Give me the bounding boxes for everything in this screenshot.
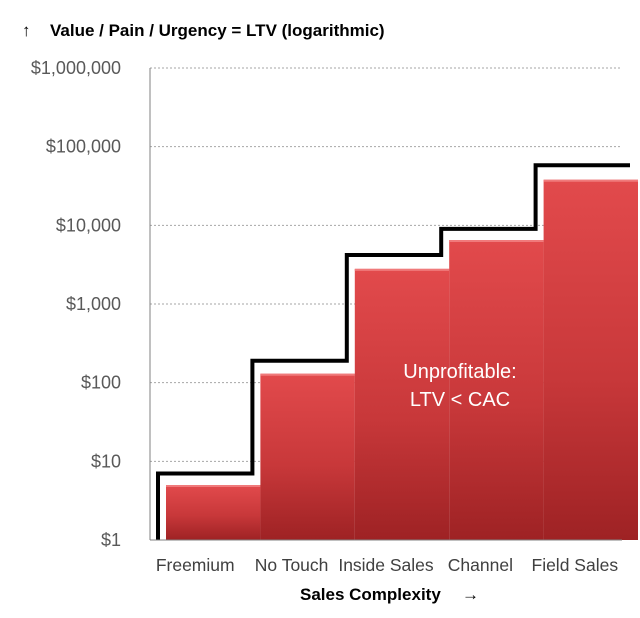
ltv-step-path [156,163,630,540]
chart-title: Value / Pain / Urgency = LTV (logarithmi… [50,21,385,40]
bar [543,179,638,540]
y-tick-label: $1,000 [66,294,121,314]
x-axis-label: Sales Complexity [300,585,441,604]
x-tick-label: Inside Sales [338,555,434,575]
y-tick-label: $100 [81,373,121,393]
y-tick-labels: $1 $10 $100 $1,000 $10,000 $100,000 $1,000,000 [31,58,121,550]
x-tick-label: Field Sales [532,555,619,575]
y-tick-label: $10,000 [56,215,121,235]
y-tick-label: $10 [91,451,121,471]
bar [449,240,544,540]
bar [166,485,261,540]
x-axis-arrow-icon: → [462,585,479,604]
annotation-line-1: Unprofitable: [403,361,516,383]
y-tick-label: $1,000,000 [31,58,121,78]
bar [354,268,450,540]
bar [260,373,355,540]
title-arrow-icon: ↑ [22,21,31,40]
x-tick-label: Channel [448,555,513,575]
y-tick-label: $1 [101,530,121,550]
ltv-step-line [156,163,630,540]
axes [149,68,622,541]
bars [166,179,638,540]
x-tick-label: No Touch [255,555,329,575]
y-tick-label: $100,000 [46,137,121,157]
x-tick-labels: Freemium No Touch Inside Sales Channel Field… [156,555,619,575]
annotation-line-2: LTV < CAC [410,389,510,411]
x-tick-label: Freemium [156,555,235,575]
